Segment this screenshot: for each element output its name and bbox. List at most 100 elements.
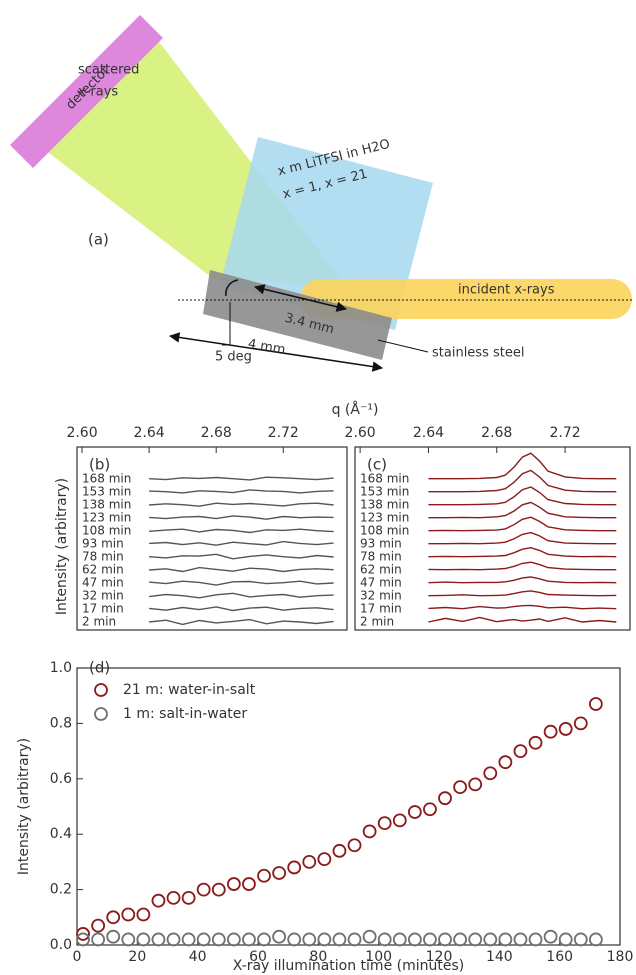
trace-label: 108 min	[360, 524, 409, 538]
trace	[149, 502, 334, 507]
angle-label: 5 deg	[215, 350, 252, 365]
substrate-label: stainless steel	[432, 346, 524, 361]
data-point	[438, 932, 452, 947]
data-point	[362, 824, 377, 839]
y-tick-label: 0.8	[50, 715, 72, 731]
trace	[428, 616, 617, 623]
data-point	[588, 697, 603, 711]
data-point	[392, 932, 407, 947]
trace	[149, 540, 334, 546]
substrate-leader	[377, 339, 429, 353]
data-point	[407, 932, 422, 947]
x-tick-label: 180	[607, 949, 634, 965]
trace-label: 62 min	[360, 563, 402, 577]
x-tick-label: 2.64	[413, 425, 444, 441]
data-point	[528, 932, 543, 947]
trace-label: 108 min	[82, 524, 131, 538]
data-point	[91, 932, 106, 947]
detector-box	[10, 15, 163, 168]
trace	[149, 515, 334, 520]
data-point	[181, 891, 196, 905]
x-tick-label: 2.60	[345, 425, 376, 441]
data-point	[257, 932, 271, 947]
panel-label: (b)	[89, 456, 110, 474]
data-point	[558, 932, 573, 947]
trace-label: 32 min	[82, 589, 124, 603]
trace-label: 78 min	[82, 550, 124, 564]
data-point	[317, 852, 332, 867]
trace	[149, 592, 334, 599]
data-point	[483, 766, 498, 781]
data-point	[468, 777, 483, 792]
data-point	[347, 932, 362, 947]
y-tick-label: 0.4	[50, 826, 72, 842]
trace-label: 93 min	[82, 537, 124, 551]
x-tick-label: 20	[128, 949, 146, 965]
data-point	[392, 813, 407, 828]
data-point	[332, 932, 347, 947]
trace	[428, 531, 617, 545]
trace-label: 168 min	[360, 472, 409, 486]
data-point	[166, 891, 181, 905]
data-point	[287, 932, 302, 947]
legend-label: 1 m: salt-in-water	[123, 706, 247, 722]
arrow-inner	[253, 284, 348, 312]
data-point	[226, 932, 241, 947]
trace-label: 78 min	[360, 550, 402, 564]
legend-marker	[94, 683, 108, 697]
trace-label: 17 min	[82, 602, 124, 616]
trace	[149, 618, 334, 626]
data-point	[106, 929, 121, 944]
panel-label: (a)	[88, 231, 109, 249]
data-point	[558, 722, 573, 736]
x-tick-label: 140	[486, 949, 513, 965]
x-tick-label: 80	[309, 949, 327, 965]
trace	[428, 501, 617, 519]
x-tick-label: 2.68	[201, 425, 232, 441]
trace-label: 123 min	[360, 511, 409, 525]
legend-marker	[94, 707, 108, 721]
data-point	[513, 744, 528, 758]
data-point	[76, 927, 90, 941]
data-point	[483, 932, 498, 947]
y-tick-label: 0.2	[50, 882, 72, 898]
data-point	[302, 932, 317, 947]
data-point	[136, 932, 151, 947]
data-point	[528, 735, 543, 750]
data-point	[347, 838, 362, 853]
data-point	[211, 932, 226, 947]
trace	[428, 486, 617, 506]
data-point	[121, 907, 136, 922]
trace-label: 17 min	[360, 602, 402, 616]
plot-frame	[76, 667, 621, 946]
trace	[428, 590, 617, 597]
x-tick-label: 2.72	[550, 425, 581, 441]
trace	[149, 580, 334, 586]
data-point	[423, 932, 437, 947]
data-point	[498, 755, 513, 770]
trace	[149, 606, 334, 612]
data-point	[438, 791, 452, 806]
y-axis-label: Intensity (arbitrary)	[54, 478, 70, 615]
trace-label: 138 min	[360, 498, 409, 512]
trace	[149, 553, 334, 560]
data-point	[317, 932, 332, 947]
data-point	[498, 932, 513, 947]
trace	[428, 516, 617, 532]
panel-label: (d)	[89, 659, 110, 677]
data-point	[196, 932, 211, 947]
panel-label: (c)	[367, 456, 387, 474]
data-point	[362, 929, 377, 944]
incident-beam	[300, 279, 632, 319]
trace-label: 47 min	[360, 576, 402, 590]
data-point	[332, 843, 347, 858]
plot-frame	[354, 446, 631, 631]
trace	[428, 561, 617, 571]
trace	[149, 566, 334, 573]
length-label: 4 mm	[247, 337, 287, 358]
data-point	[151, 932, 166, 947]
trace-label: 153 min	[360, 485, 409, 499]
trace-label: 123 min	[82, 511, 131, 525]
y-tick-label: 1.0	[50, 660, 72, 676]
